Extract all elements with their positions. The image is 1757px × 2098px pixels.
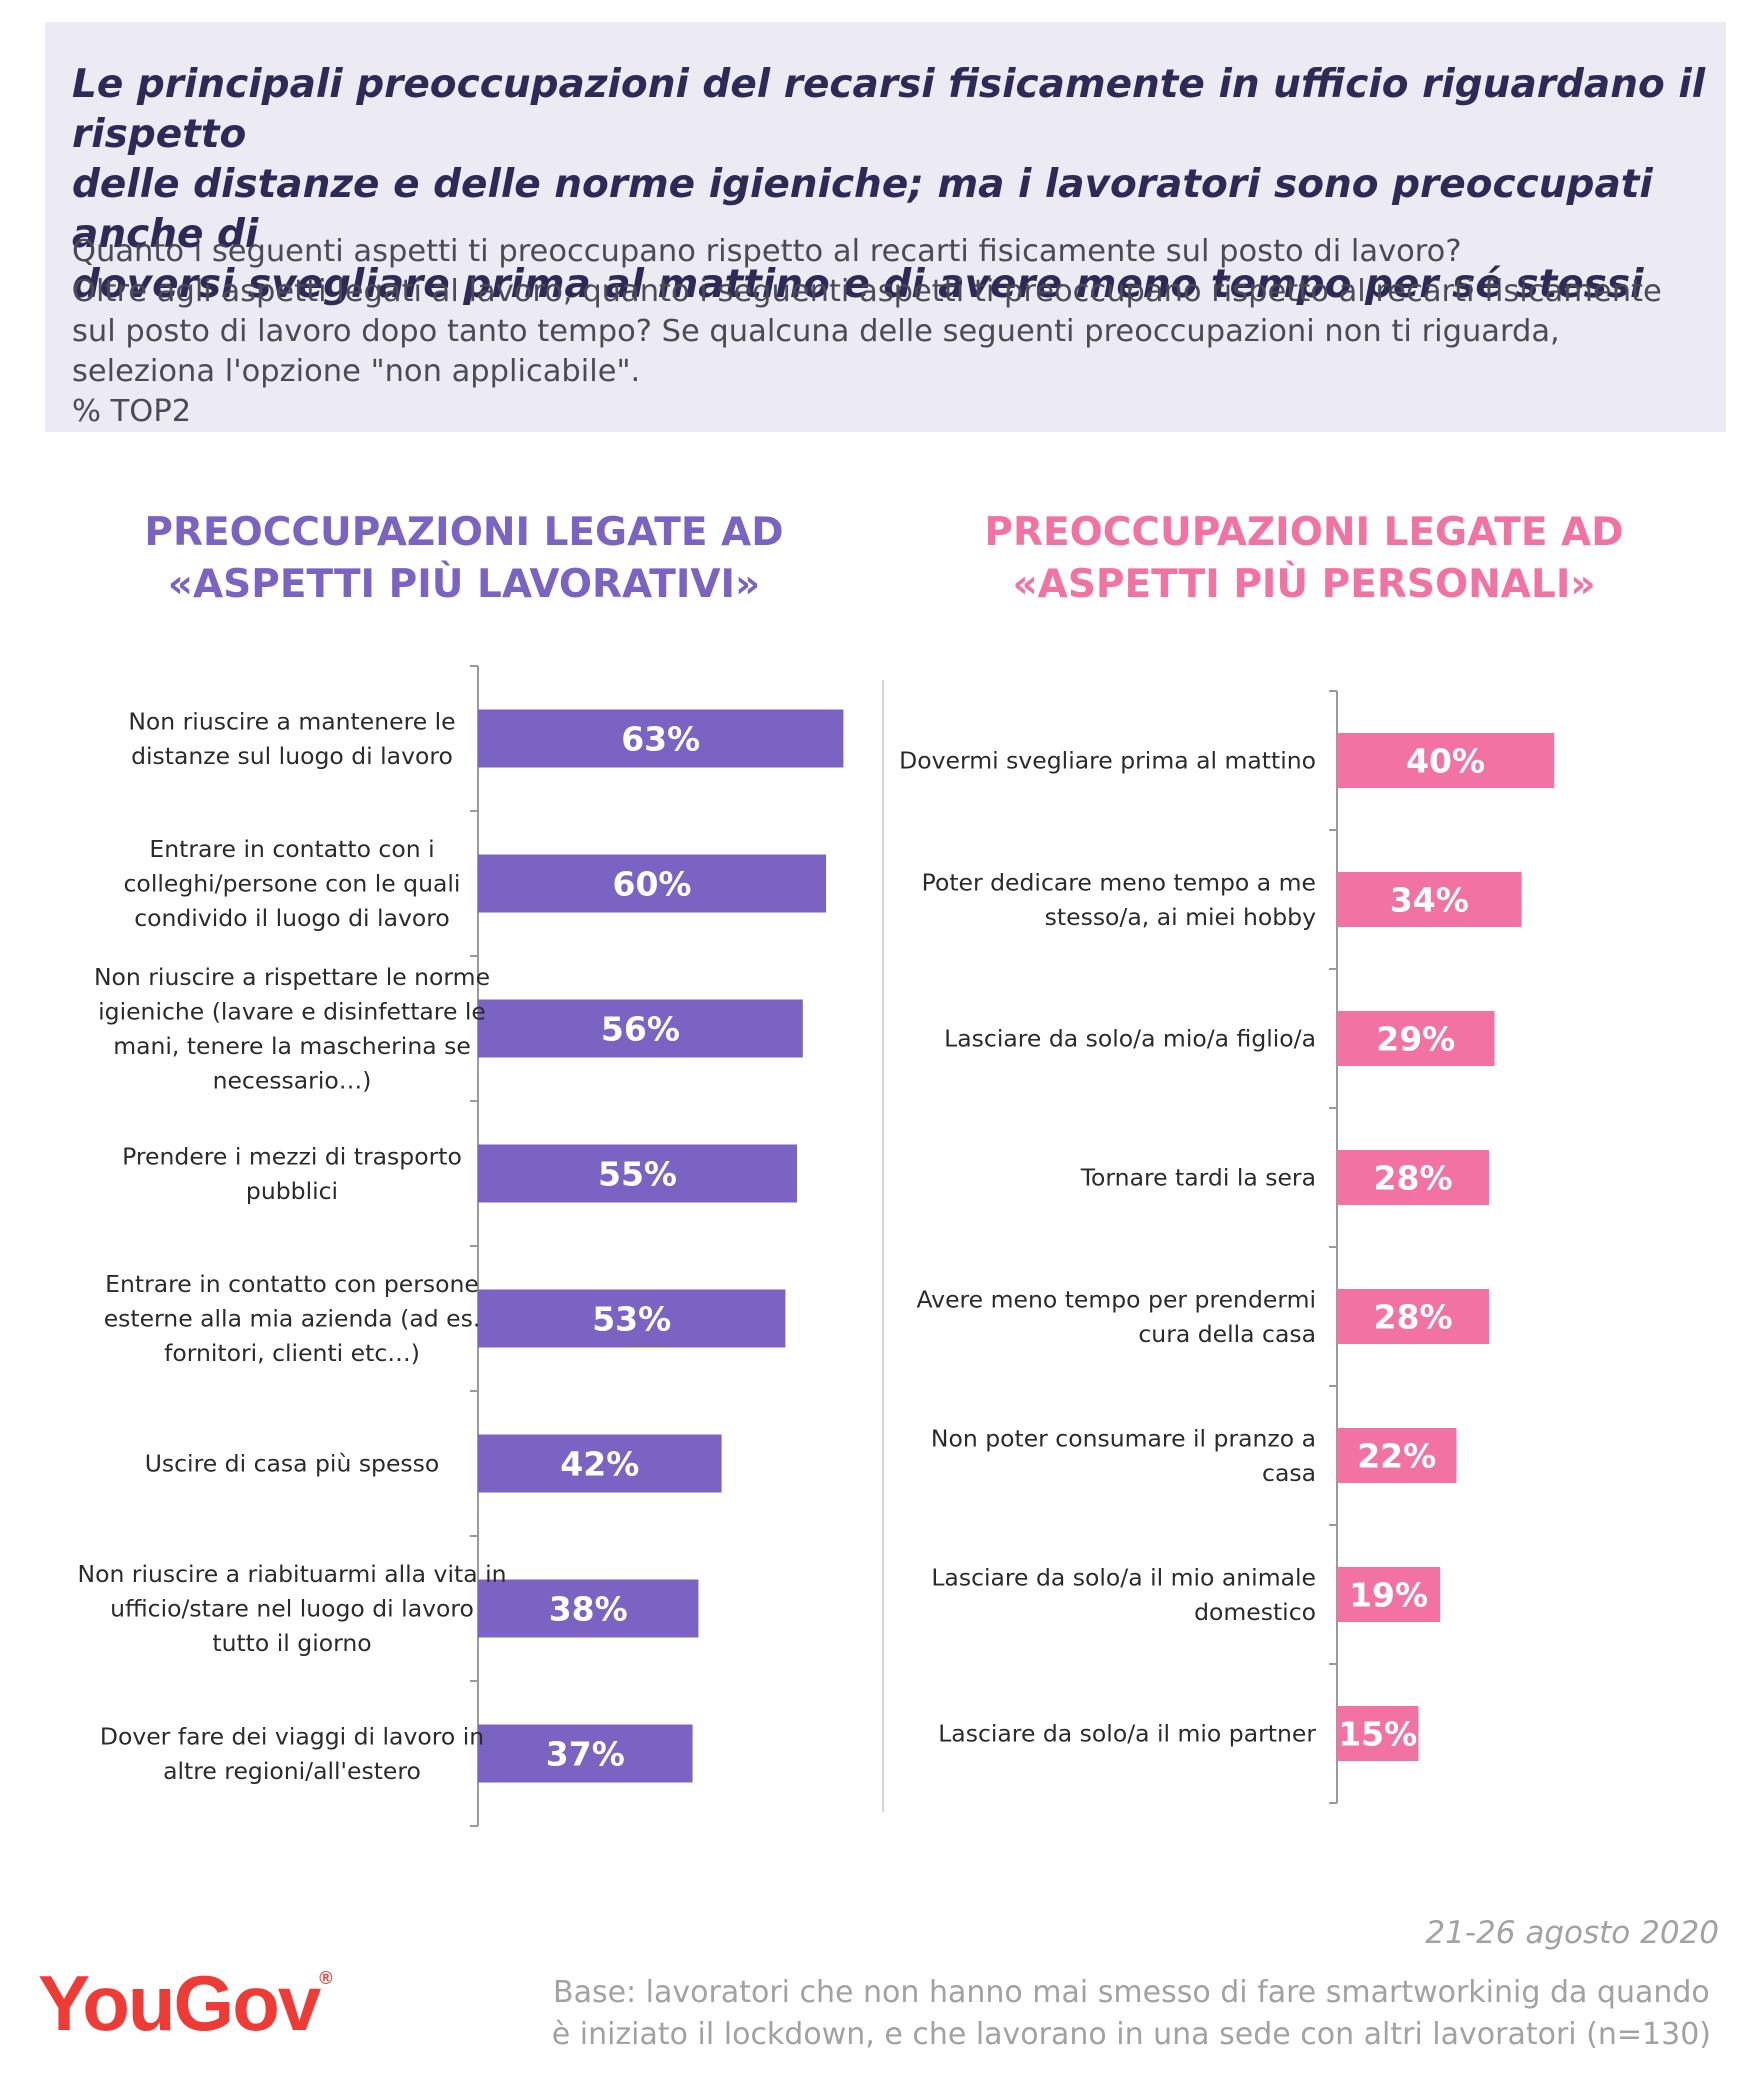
category-label: colleghi/persone con le quali — [124, 870, 461, 898]
header-panel — [45, 22, 1726, 432]
bar-personal — [1337, 872, 1522, 927]
bar-work — [478, 1579, 699, 1638]
category-label: Dover fare dei viaggi di lavoro in — [100, 1722, 484, 1750]
bar-value-label: 15% — [1338, 1715, 1417, 1754]
question-line: Quanto i seguenti aspetti ti preoccupano… — [72, 234, 1462, 269]
survey-date: 21-26 agosto 2020 — [1425, 1915, 1719, 1951]
category-label: Uscire di casa più spesso — [145, 1450, 440, 1478]
category-label: Lasciare da solo/a mio/a figlio/a — [944, 1025, 1316, 1053]
category-label: Non riuscire a rispettare le norme — [94, 963, 490, 991]
bar-value-label: 28% — [1374, 1159, 1453, 1198]
bar-work — [478, 709, 844, 768]
chart-title-line: «ASPETTI PIÙ LAVORATIVI» — [167, 562, 761, 607]
bar-work — [478, 854, 826, 913]
category-label: domestico — [1194, 1598, 1316, 1626]
category-label: casa — [1262, 1459, 1316, 1487]
bar-work — [478, 1724, 693, 1783]
category-label: pubblici — [246, 1177, 338, 1205]
bar-value-label: 29% — [1376, 1020, 1455, 1059]
registered-mark: ® — [319, 1968, 333, 1988]
category-label: Tornare tardi la sera — [1080, 1164, 1316, 1192]
category-label: Prendere i mezzi di trasporto — [122, 1142, 462, 1170]
category-label: distanze sul luogo di lavoro — [131, 742, 453, 770]
category-label: Entrare in contatto con persone — [105, 1270, 479, 1298]
category-label: condivido il luogo di lavoro — [134, 904, 450, 932]
bar-work — [478, 1144, 797, 1203]
logo-text: YouGov — [38, 1959, 321, 2047]
bar-value-label: 38% — [549, 1590, 628, 1629]
category-label: Lasciare da solo/a il mio partner — [938, 1720, 1316, 1748]
survey-question: Quanto i seguenti aspetti ti preoccupano… — [72, 232, 1712, 432]
question-line: % TOP2 — [72, 394, 192, 429]
chart-title-line: «ASPETTI PIÙ PERSONALI» — [1012, 562, 1596, 607]
category-label: Avere meno tempo per prendermi — [916, 1285, 1316, 1313]
bar-value-label: 37% — [546, 1735, 625, 1774]
category-label: ufficio/stare nel luogo di lavoro — [110, 1595, 474, 1623]
question-line: Oltre agli aspetti legati al lavoro, qua… — [72, 274, 1662, 309]
bar-value-label: 55% — [598, 1155, 677, 1194]
headline-line: doversi svegliare prima al mattino e di … — [72, 262, 1644, 307]
category-label: Non riuscire a riabituarmi alla vita in — [77, 1560, 506, 1588]
bar-personal — [1337, 1289, 1490, 1344]
bar-personal — [1337, 1428, 1457, 1483]
bar-work — [478, 1289, 786, 1348]
bar-personal — [1337, 733, 1555, 788]
bar-value-label: 53% — [592, 1300, 671, 1339]
category-label: stesso/a, ai miei hobby — [1045, 903, 1316, 931]
bar-value-label: 28% — [1374, 1298, 1453, 1337]
category-label: cura della casa — [1138, 1320, 1316, 1348]
bar-personal — [1337, 1150, 1490, 1205]
bar-value-label: 42% — [560, 1445, 639, 1484]
base-note-line: Base: lavoratori che non hanno mai smess… — [552, 1975, 1710, 2010]
category-label: esterne alla mia azienda (ad es. — [104, 1305, 481, 1333]
bar-charts: 63% Non riuscire a mantenere le distanze s… — [77, 665, 1555, 1827]
bar-personal — [1337, 1011, 1495, 1066]
bar-personal — [1337, 1567, 1441, 1622]
question-line: sul posto di lavoro dopo tanto tempo? Se… — [72, 314, 1560, 349]
category-label: Entrare in contatto con i — [149, 835, 434, 863]
chart-title-work: PREOCCUPAZIONI LEGATE AD «ASPETTI PIÙ LA… — [44, 507, 884, 611]
category-label: Dovermi svegliare prima al mattino — [899, 747, 1316, 775]
headline-line: Le principali preoccupazioni del recarsi… — [72, 62, 1706, 157]
bar-work — [478, 1434, 722, 1493]
category-label: Non riuscire a mantenere le — [128, 707, 455, 735]
category-label: altre regioni/all'estero — [163, 1757, 421, 1785]
bar-value-label: 56% — [601, 1010, 680, 1049]
category-label: fornitori, clienti etc…) — [164, 1339, 420, 1367]
sample-base-note: Base: lavoratori che non hanno mai smess… — [552, 1972, 1711, 2056]
category-label: Lasciare da solo/a il mio animale — [931, 1563, 1316, 1591]
category-label: tutto il giorno — [212, 1629, 371, 1657]
category-label: mani, tenere la mascherina se — [113, 1032, 471, 1060]
chart-title-line: PREOCCUPAZIONI LEGATE AD — [144, 510, 784, 555]
chart-title-line: PREOCCUPAZIONI LEGATE AD — [984, 510, 1624, 555]
category-label: Poter dedicare meno tempo a me — [922, 868, 1316, 896]
bar-value-label: 22% — [1357, 1437, 1436, 1476]
bar-value-label: 40% — [1406, 742, 1485, 781]
bar-work — [478, 999, 803, 1058]
bar-personal — [1337, 1706, 1419, 1761]
headline-line: delle distanze e delle norme igieniche; … — [72, 162, 1653, 257]
yougov-logo: YouGov® — [38, 1958, 333, 2049]
category-label: Non poter consumare il pranzo a — [931, 1424, 1316, 1452]
bar-value-label: 60% — [613, 865, 692, 904]
base-note-line: è iniziato il lockdown, e che lavorano i… — [551, 2017, 1711, 2052]
bar-value-label: 34% — [1390, 881, 1469, 920]
bar-value-label: 63% — [621, 720, 700, 759]
bar-value-label: 19% — [1349, 1576, 1428, 1615]
question-line: seleziona l'opzione "non applicabile". — [72, 354, 641, 389]
headline: Le principali preoccupazioni del recarsi… — [72, 60, 1712, 310]
category-label: necessario…) — [213, 1066, 372, 1094]
category-label: igieniche (lavare e disinfettare le — [98, 997, 486, 1025]
chart-title-personal: PREOCCUPAZIONI LEGATE AD «ASPETTI PIÙ PE… — [884, 507, 1724, 611]
